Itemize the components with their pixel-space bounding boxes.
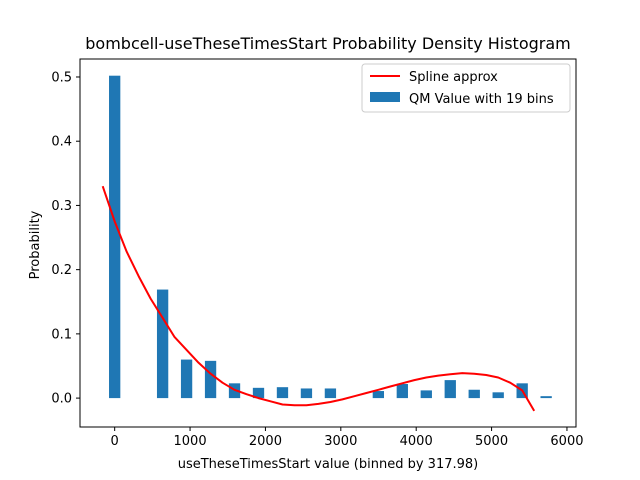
histogram-bar — [540, 396, 552, 399]
y-tick-label: 0.2 — [51, 263, 72, 278]
x-tick-label: 5000 — [475, 434, 508, 449]
histogram-bar — [324, 388, 337, 399]
y-tick-label: 0.1 — [51, 327, 72, 342]
y-tick-label: 0.0 — [51, 392, 72, 407]
legend-label-bars: QM Value with 19 bins — [409, 92, 554, 107]
histogram-bar — [396, 383, 408, 399]
x-tick-label: 1000 — [174, 434, 207, 449]
x-tick-label: 2000 — [249, 434, 282, 449]
histogram-bar — [444, 380, 456, 399]
histogram-bar — [300, 388, 313, 399]
histogram-bar — [276, 387, 289, 399]
y-axis-ticks: 0.0 0.1 0.2 0.3 0.4 0.5 — [51, 70, 80, 407]
histogram-bar — [372, 391, 385, 399]
chart-title: bombcell-useTheseTimesStart Probability … — [85, 34, 571, 53]
histogram-bar — [252, 387, 265, 399]
x-tick-label: 3000 — [324, 434, 357, 449]
histogram-bar — [420, 390, 432, 399]
histogram-bar — [492, 392, 504, 399]
spline-series — [101, 185, 536, 412]
plot-area-frame — [79, 58, 577, 428]
histogram-bar — [180, 359, 193, 399]
y-tick-label: 0.4 — [51, 135, 72, 150]
legend-box — [361, 63, 571, 113]
histogram-bar — [156, 289, 169, 399]
x-axis-ticks: 0 1000 2000 3000 4000 5000 6000 — [111, 427, 584, 449]
y-tick-label: 0.3 — [51, 199, 72, 214]
x-tick-label: 6000 — [550, 434, 583, 449]
legend: Spline approx QM Value with 19 bins — [361, 63, 571, 113]
x-tick-label: 0 — [111, 434, 119, 449]
legend-bar-swatch — [370, 92, 400, 102]
y-axis-label: Probability — [28, 210, 43, 279]
y-tick-label: 0.5 — [51, 70, 72, 85]
x-tick-label: 4000 — [400, 434, 433, 449]
spline-line — [101, 185, 536, 412]
histogram-bar — [468, 389, 480, 399]
x-axis-label: useTheseTimesStart value (binned by 317.… — [178, 457, 479, 472]
histogram-bar — [204, 360, 217, 399]
histogram-bar — [109, 75, 121, 399]
legend-label-spline: Spline approx — [409, 70, 498, 85]
